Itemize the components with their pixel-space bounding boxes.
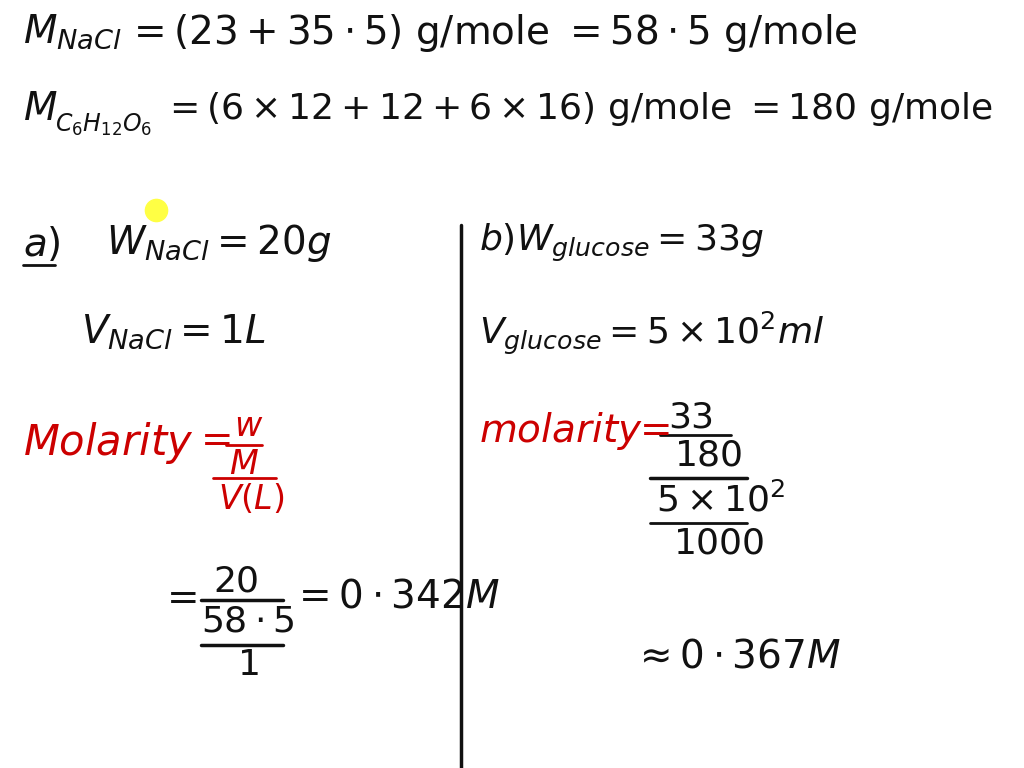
Text: $b) W_{glucose} = 33g$: $b) W_{glucose} = 33g$ xyxy=(479,222,764,264)
Text: $M_{NaCl}$: $M_{NaCl}$ xyxy=(23,12,122,51)
Text: $5 \times 10^2$: $5 \times 10^2$ xyxy=(656,482,785,518)
Text: $V_{NaCl} = 1L$: $V_{NaCl} = 1L$ xyxy=(81,312,266,351)
Text: $1$: $1$ xyxy=(238,648,259,682)
Text: $V_{glucose} = 5 \times 10^2 ml$: $V_{glucose} = 5 \times 10^2 ml$ xyxy=(479,310,824,357)
Text: $M$: $M$ xyxy=(23,90,57,128)
Text: $=$: $=$ xyxy=(159,578,198,616)
Text: $=$: $=$ xyxy=(632,410,670,448)
Text: $180$: $180$ xyxy=(674,438,742,472)
Text: $a)$: $a)$ xyxy=(23,225,60,264)
Text: $= (23 + 35 \cdot 5)$ g/mole $= 58 \cdot 5$ g/mole: $= (23 + 35 \cdot 5)$ g/mole $= 58 \cdot… xyxy=(126,12,857,54)
Text: $M$: $M$ xyxy=(229,448,259,481)
Text: $V(L)$: $V(L)$ xyxy=(218,482,285,516)
Text: $=$: $=$ xyxy=(194,420,231,458)
Text: $\approx 0 \cdot 367M$: $\approx 0 \cdot 367M$ xyxy=(632,638,841,676)
Text: $= 0 \cdot 342M$: $= 0 \cdot 342M$ xyxy=(291,578,500,616)
Text: $= (6\times12 + 12 + 6\times16)$ g/mole $= 180$ g/mole: $= (6\times12 + 12 + 6\times16)$ g/mole … xyxy=(163,90,993,128)
Text: $C_6H_{12}O_6$: $C_6H_{12}O_6$ xyxy=(55,112,153,138)
Text: $molarity$: $molarity$ xyxy=(479,410,643,452)
Text: $58 \cdot 5$: $58 \cdot 5$ xyxy=(202,604,295,638)
Text: $1000$: $1000$ xyxy=(673,526,764,560)
Text: $20$: $20$ xyxy=(213,565,258,599)
Text: $W_{NaCl} = 20g$: $W_{NaCl} = 20g$ xyxy=(105,222,331,264)
Text: $w$: $w$ xyxy=(233,410,263,443)
Text: $33$: $33$ xyxy=(668,400,713,434)
Text: $Molarity$: $Molarity$ xyxy=(23,420,194,466)
